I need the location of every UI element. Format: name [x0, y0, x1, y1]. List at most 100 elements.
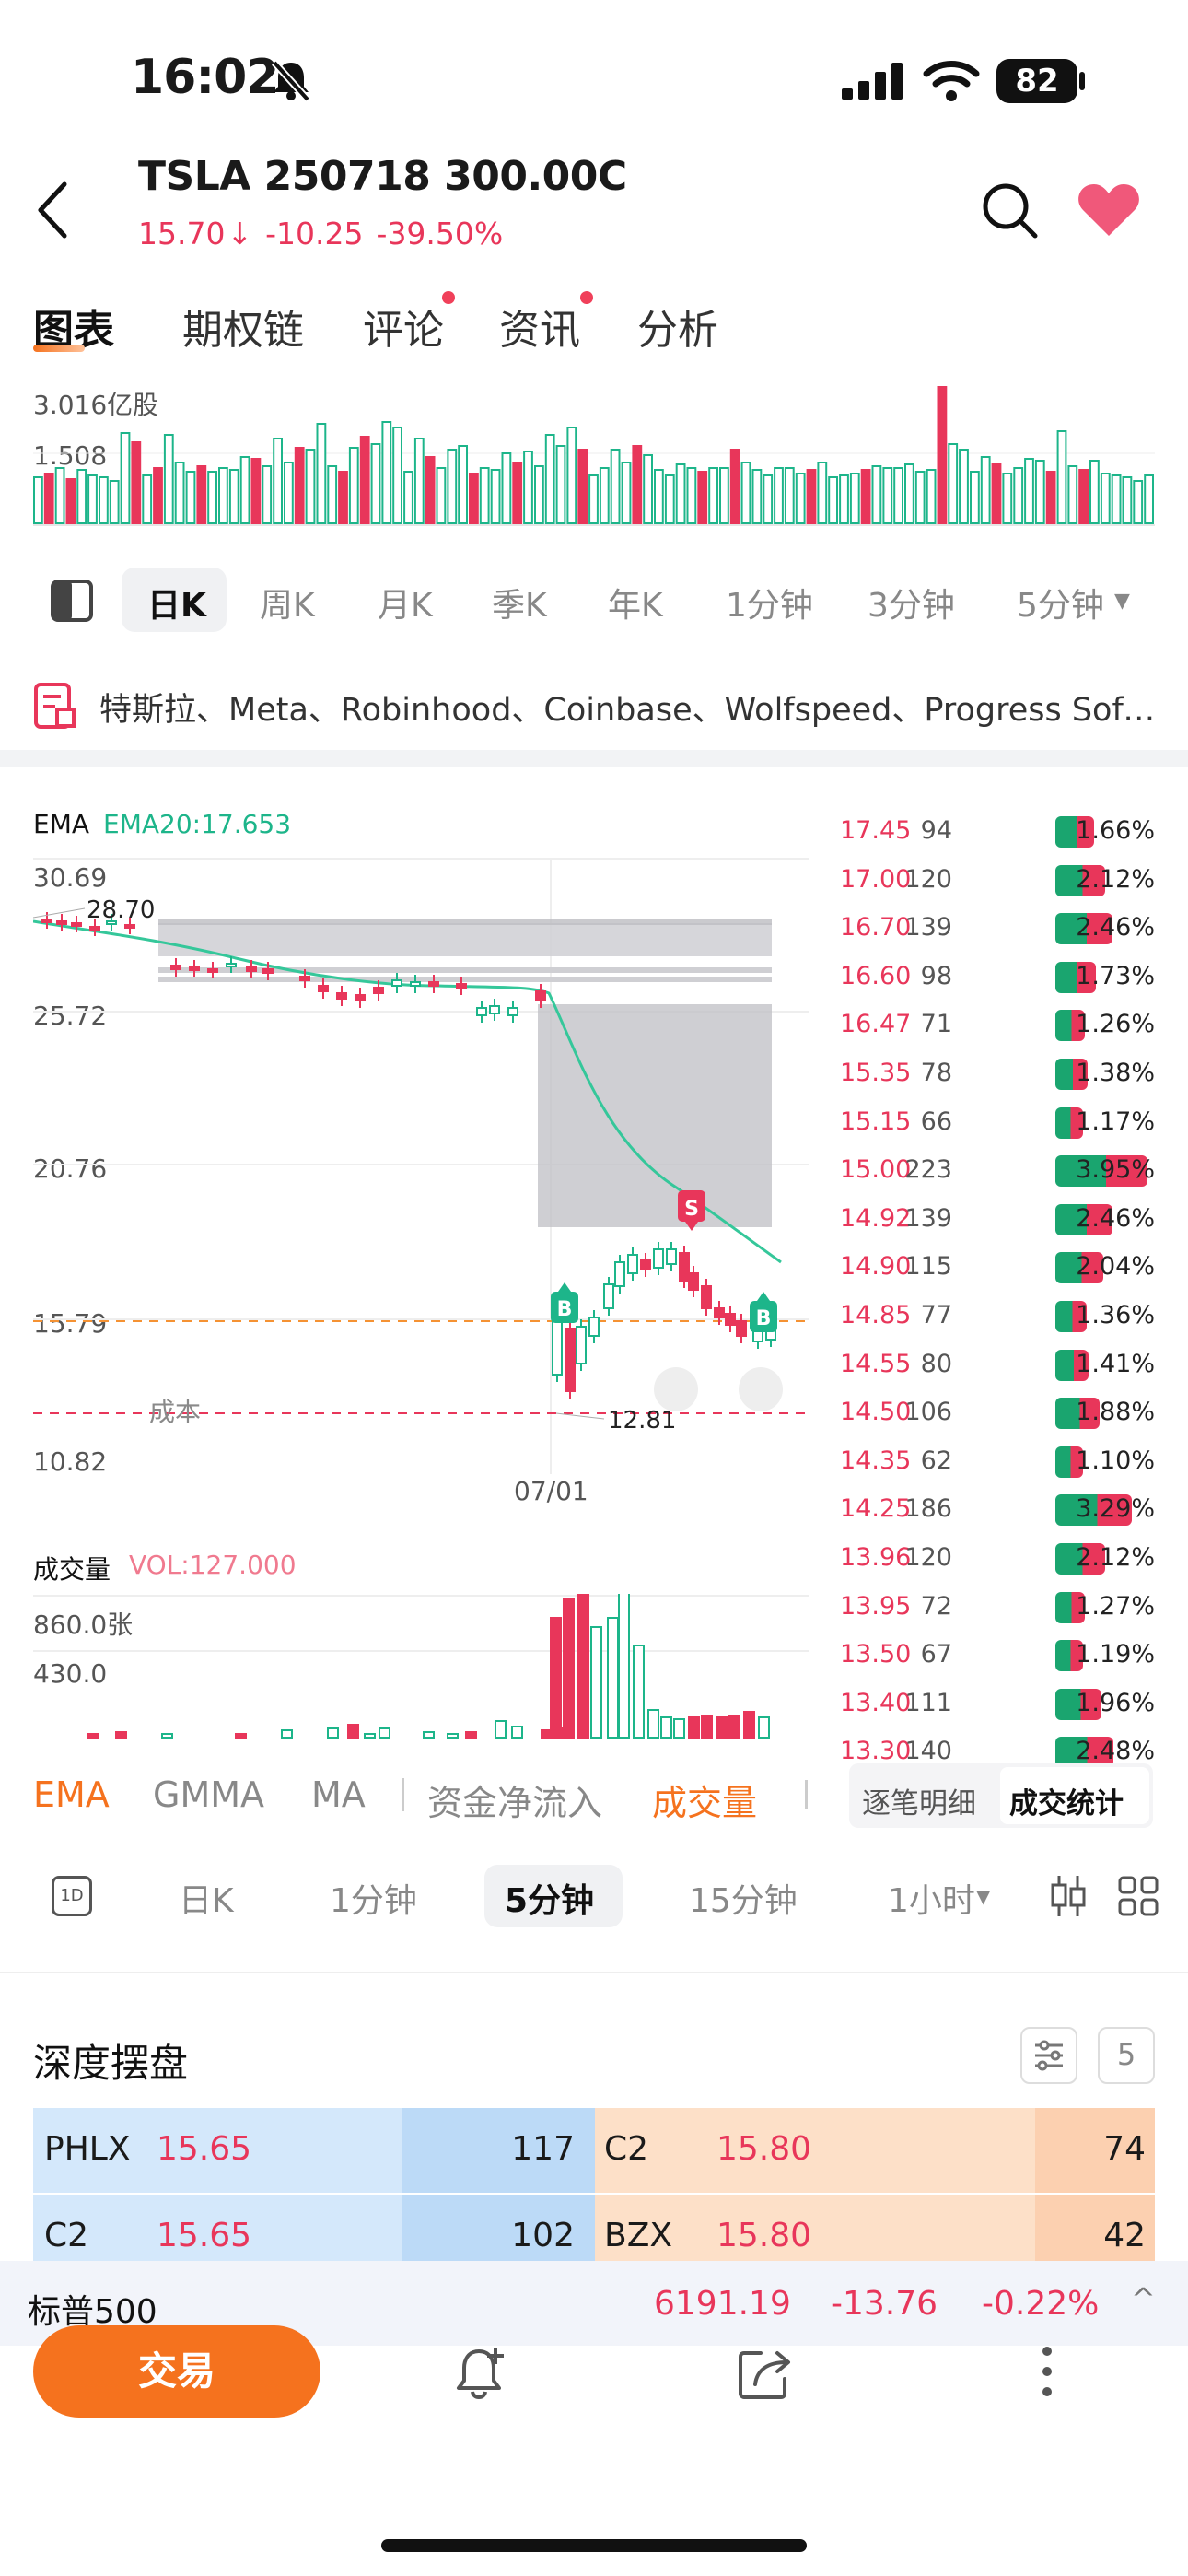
tab-comments[interactable]: 评论 — [363, 307, 444, 354]
period-day-k[interactable]: 日K — [147, 587, 206, 625]
period2-1hour[interactable]: 1小时 — [888, 1882, 975, 1920]
strip-volume-bar — [904, 463, 914, 524]
layout-toggle-icon[interactable] — [50, 579, 94, 623]
dist-qty: 111 — [904, 1688, 952, 1717]
period-month-k[interactable]: 月K — [378, 587, 433, 625]
tab-analysis[interactable]: 分析 — [637, 307, 718, 354]
down-arrow-icon: ↓ — [227, 216, 253, 252]
price-dist-row: 14.25 186 3.29% — [829, 1485, 1155, 1529]
search-icon[interactable] — [980, 181, 1039, 240]
strip-volume-bar — [643, 454, 654, 524]
dist-tab-ticks[interactable]: 逐笔明细 — [862, 1787, 976, 1821]
indicator-tab-volume[interactable]: 成交量 — [652, 1783, 758, 1823]
signal-sell-marker[interactable] — [678, 1190, 705, 1231]
price-dist-row: 14.85 77 1.36% — [829, 1292, 1155, 1336]
dist-bar — [1055, 1107, 1083, 1139]
dist-price: 14.50 — [840, 1398, 912, 1427]
strip-volume-bar — [948, 443, 959, 524]
strip-volume-bar — [784, 467, 795, 524]
price-change: -10.25 — [265, 216, 364, 252]
dist-pct: 1.73% — [1076, 961, 1155, 990]
dist-pct: 1.17% — [1076, 1107, 1155, 1136]
option-volume-bar — [511, 1726, 523, 1739]
candle-body — [714, 1307, 725, 1318]
dist-bar — [1055, 1737, 1113, 1769]
price-alert-bell-icon[interactable] — [455, 2344, 510, 2403]
indicator-tab-ma[interactable]: MA — [311, 1774, 366, 1815]
expand-up-icon[interactable]: ^ — [1131, 2281, 1156, 2316]
period2-day-k[interactable]: 日K — [179, 1882, 234, 1920]
candle-body — [666, 1248, 677, 1265]
indicator-tab-gmma[interactable]: GMMA — [153, 1774, 265, 1815]
share-icon[interactable] — [737, 2344, 794, 2401]
signal-buy-text-2: B — [756, 1307, 772, 1330]
dist-tab-stats[interactable]: 成交统计 — [1009, 1787, 1124, 1821]
dist-bar — [1055, 1155, 1147, 1188]
period-quarter-k[interactable]: 季K — [492, 587, 547, 625]
grid-layout-icon[interactable] — [1118, 1876, 1159, 1916]
favorite-heart-icon[interactable] — [1076, 181, 1142, 240]
dist-price: 14.85 — [840, 1301, 912, 1329]
more-options-icon[interactable] — [1033, 2344, 1061, 2401]
comments-notification-dot — [442, 291, 455, 304]
dist-pct: 1.36% — [1076, 1301, 1155, 1329]
period2-1d-icon[interactable]: 1D — [52, 1876, 92, 1916]
period-5min[interactable]: 5分钟 — [1017, 587, 1104, 625]
candle-body — [614, 1261, 625, 1287]
depth-row-2: C2 15.65 102 BZX 15.80 42 — [33, 2195, 1155, 2261]
period2-1min[interactable]: 1分钟 — [330, 1882, 417, 1920]
back-arrow-icon[interactable] — [33, 181, 70, 240]
strip-volume-bar — [675, 463, 686, 524]
period2-5min[interactable]: 5分钟 — [505, 1882, 595, 1920]
trade-button[interactable]: 交易 — [33, 2325, 320, 2418]
strip-volume-bar — [523, 451, 533, 524]
strip-volume-bar — [577, 449, 588, 524]
strip-volume-bar — [425, 456, 436, 524]
jump-latest-icon[interactable] — [739, 1367, 783, 1411]
option-volume-bar — [743, 1711, 755, 1739]
candle-body — [391, 979, 402, 987]
dist-pct: 1.66% — [1076, 816, 1155, 845]
period-1min[interactable]: 1分钟 — [726, 587, 813, 625]
dist-price: 15.00 — [840, 1155, 912, 1185]
period-year-k[interactable]: 年K — [608, 587, 663, 625]
period2-15min[interactable]: 15分钟 — [689, 1882, 798, 1920]
signal-buy-marker-2[interactable] — [750, 1292, 777, 1332]
strip-volume-bar — [294, 447, 305, 524]
dist-price: 15.15 — [840, 1107, 912, 1136]
period-dropdown-caret-icon[interactable]: ▼ — [1114, 590, 1130, 613]
period-week-k[interactable]: 周K — [260, 587, 315, 625]
price-dist-row: 14.92 139 2.46% — [829, 1195, 1155, 1239]
ask-exchange: C2 — [604, 2130, 649, 2168]
strip-volume-bar — [436, 467, 447, 524]
period2-caret-icon[interactable]: ▼ — [976, 1885, 991, 1907]
tab-news[interactable]: 资讯 — [499, 307, 580, 354]
period-3min[interactable]: 3分钟 — [868, 587, 955, 625]
strip-volume-bar — [970, 471, 980, 524]
dist-qty: 139 — [904, 1203, 952, 1233]
fullscreen-icon[interactable] — [654, 1367, 698, 1411]
strip-volume-bar — [980, 456, 991, 524]
strip-volume-bar — [654, 469, 664, 524]
candle-style-icon[interactable] — [1050, 1874, 1087, 1918]
price-dist-row: 13.96 120 2.12% — [829, 1534, 1155, 1578]
strip-volume-bar — [273, 438, 284, 524]
strip-volume-bar — [392, 427, 403, 524]
dist-bar — [1055, 1252, 1103, 1284]
news-document-icon — [34, 683, 76, 729]
indicator-tab-ema[interactable]: EMA — [33, 1774, 110, 1815]
dist-qty: 78 — [920, 1059, 952, 1087]
signal-buy-marker-1[interactable] — [551, 1282, 578, 1323]
candle-body — [576, 1326, 587, 1364]
news-headline[interactable]: 特斯拉、Meta、Robinhood、Coinbase、Wolfspeed、Pr… — [99, 692, 1159, 729]
indicator-tab-net-inflow[interactable]: 资金净流入 — [427, 1783, 603, 1823]
strip-volume-bar — [403, 471, 413, 524]
depth-settings-icon[interactable] — [1020, 2027, 1077, 2084]
candlestick-chart[interactable]: S B B 28.70 12.81 成本 — [33, 848, 809, 1474]
tab-option-chain[interactable]: 期权链 — [182, 307, 304, 354]
depth-level-icon[interactable]: 5 — [1098, 2027, 1155, 2084]
strip-volume-bar — [207, 471, 217, 524]
strip-volume-bar — [959, 449, 969, 524]
option-volume-bar — [577, 1594, 589, 1739]
option-volume-bar — [673, 1718, 685, 1739]
